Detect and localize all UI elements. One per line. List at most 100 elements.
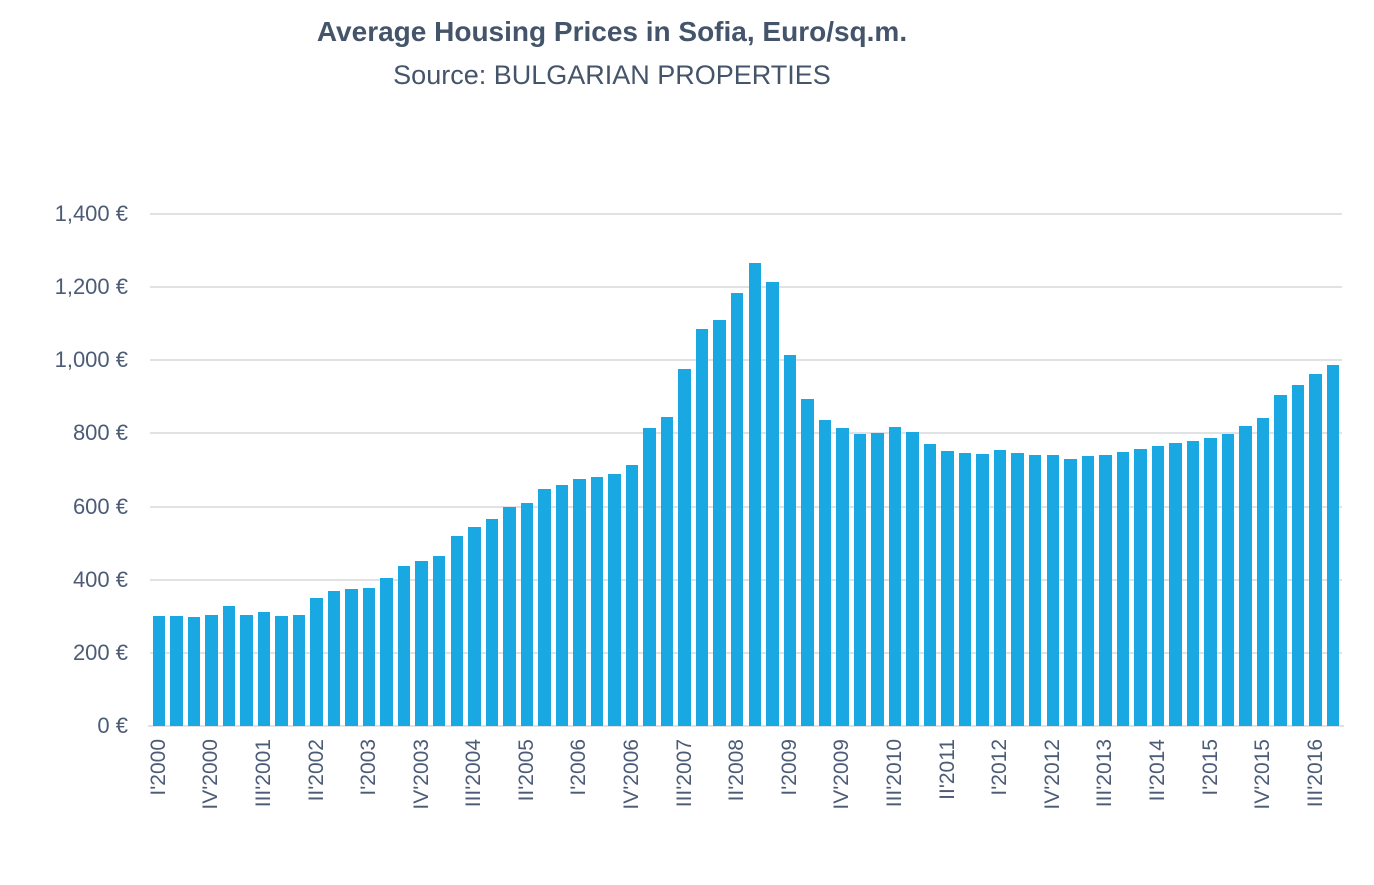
gridline [150,213,1342,216]
bar-I'2008 [713,320,726,726]
bar-II'2010 [871,432,884,726]
gridline [150,286,1342,289]
bar-II'2014 [1151,445,1165,726]
bar-III'2000 [187,617,201,726]
bar-I'2006 [573,479,586,726]
y-tick-label: 400 € [72,566,128,592]
bar-II'2007 [660,416,674,726]
x-tick-label: III'2004 [462,739,486,808]
bar-IV'2011 [976,454,989,726]
x-tick-label: III'2001 [251,739,275,808]
bar-I'2014 [1134,449,1147,726]
bar-IV'2013 [1116,452,1130,726]
bar-II'2000 [170,616,183,726]
bar-IV'2014 [1186,441,1200,726]
y-tick-label: 1,400 € [54,201,128,227]
chart-subtitle: Source: BULGARIAN PROPERTIES [393,60,831,90]
bar-II'2011 [941,450,954,726]
bar-II'2012 [1011,452,1024,726]
bar-III'2005 [538,489,551,726]
bar-II'2015 [1221,433,1235,726]
bar-IV'2007 [695,329,709,726]
x-tick-label: III'2016 [1303,739,1327,808]
bar-III'2016 [1309,373,1322,726]
x-tick-label: I'2006 [567,739,591,796]
x-tick-label: II'2002 [304,739,328,802]
bar-II'2003 [380,577,393,726]
x-tick-label: IV'2006 [620,739,644,810]
bar-II'2005 [520,502,534,726]
bar-I'2010 [853,433,867,726]
x-tick-label: IV'2015 [1251,739,1275,810]
x-tick-label: II'2005 [514,739,538,802]
bar-I'2001 [222,606,236,726]
bar-I'2002 [292,614,306,726]
bar-III'2013 [1099,454,1112,726]
gridline [150,359,1342,362]
bar-I'2000 [152,616,165,726]
x-tick-label: IV'2003 [409,739,433,810]
bar-IV'2012 [1046,455,1059,726]
bar-II'2001 [240,614,253,726]
x-tick-label: I'2003 [357,739,381,796]
chart-title: Average Housing Prices in Sofia, Euro/sq… [316,16,908,47]
bar-I'2011 [923,444,937,726]
gridline [150,651,1342,654]
bar-III'2014 [1169,442,1182,726]
bar-IV'2006 [625,464,639,726]
bar-IV'2004 [485,519,499,726]
bar-III'2015 [1239,426,1252,726]
gridline [150,505,1342,508]
bar-IV'2001 [275,616,288,726]
bar-IV'2009 [836,427,849,726]
bar-I'2009 [783,354,797,726]
bar-IV'2015 [1256,418,1270,726]
bar-II'2006 [590,477,604,726]
x-tick-label: I'2000 [146,739,170,796]
bar-III'2006 [608,473,621,726]
bar-IV'2008 [766,281,779,726]
bar-II'2013 [1081,455,1095,726]
x-tick-label: I'2012 [988,739,1012,796]
bar-I'2015 [1204,438,1217,726]
y-tick-label: 600 € [72,493,128,519]
bar-II'2008 [730,292,744,726]
y-tick-label: 0 € [97,713,128,738]
plot-area [148,213,1344,727]
y-tick-label: 800 € [72,420,128,446]
x-tick-label: IV'2009 [830,739,854,810]
bar-II'2004 [450,535,463,726]
bar-III'2004 [468,526,481,726]
bar-II'2002 [310,598,323,726]
x-tick-label: II'2008 [725,739,749,802]
bar-II'2009 [801,398,814,726]
bar-III'2002 [327,591,341,726]
bar-IV'2016 [1326,365,1340,726]
y-tick-label: 1,200 € [54,274,128,300]
bar-III'2012 [1028,455,1042,726]
bar-I'2012 [993,450,1007,726]
x-tick-label: II'2011 [935,739,959,800]
x-tick-label: III'2007 [672,739,696,808]
bar-I'2004 [432,555,446,726]
y-tick-label: 1,000 € [54,347,128,373]
bar-III'2010 [888,427,902,726]
x-axis-line [148,725,1344,727]
bar-IV'2010 [906,431,919,726]
x-tick-label: II'2014 [1145,739,1169,802]
bar-I'2007 [643,427,656,726]
gridline [150,432,1342,435]
x-tick-label: I'2009 [777,739,801,796]
bar-III'2001 [257,611,271,726]
bar-III'2011 [958,452,972,726]
bar-III'2009 [818,419,832,726]
bar-III'2003 [397,566,411,726]
bar-IV'2005 [555,484,569,726]
bar-III'2007 [678,369,691,726]
bar-IV'2003 [415,561,428,726]
x-tick-label: III'2010 [883,739,906,808]
bar-I'2016 [1274,395,1287,726]
x-tick-label: III'2013 [1093,739,1117,808]
bar-III'2008 [748,263,761,726]
